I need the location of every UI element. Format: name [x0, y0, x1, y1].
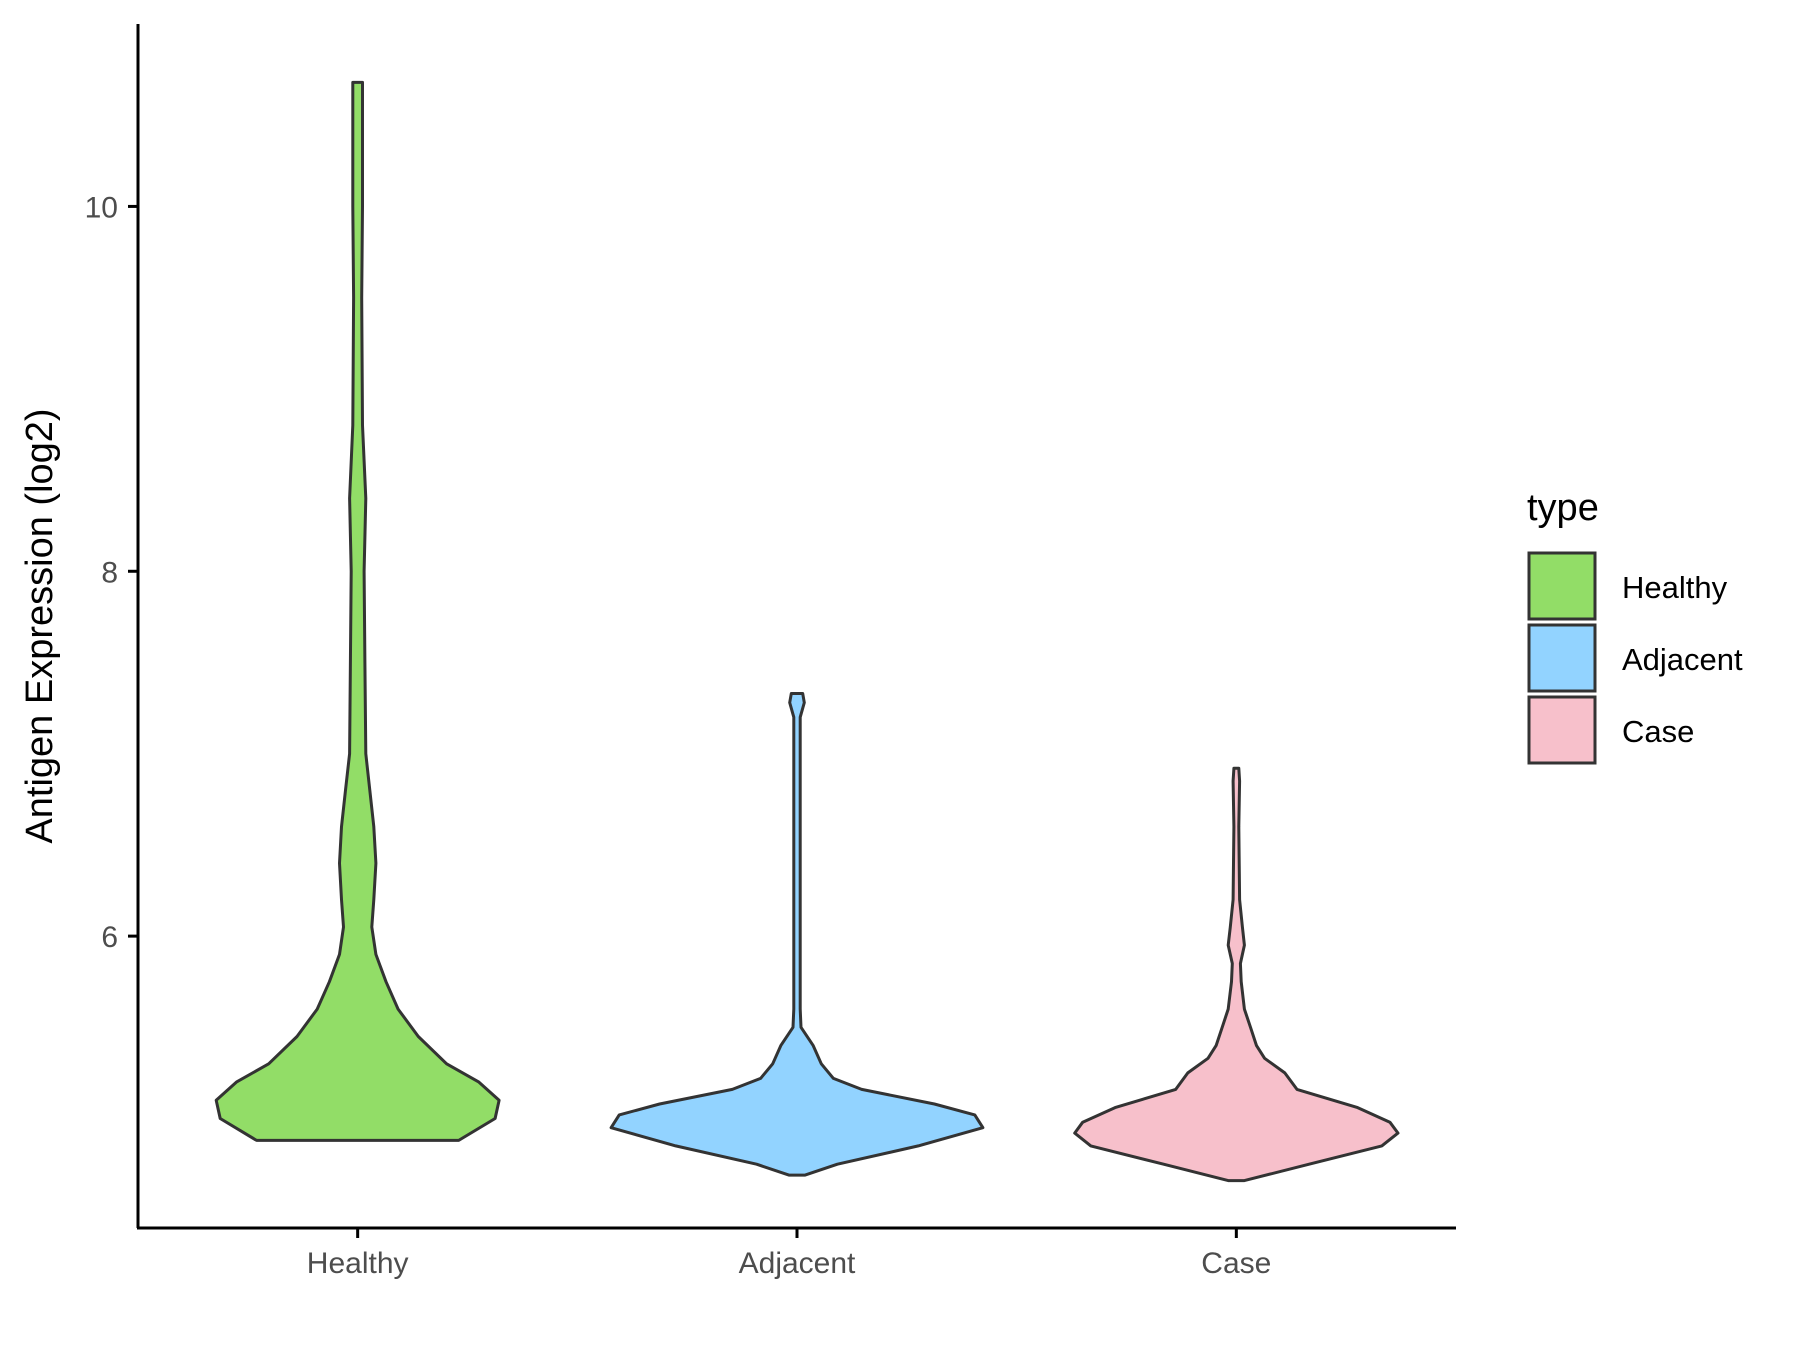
- violin-healthy: [214, 80, 501, 1142]
- legend-label-case: Case: [1622, 714, 1694, 749]
- legend-label-adjacent: Adjacent: [1622, 642, 1743, 677]
- violin-case: [1073, 766, 1400, 1183]
- y-axis-title: Antigen Expression (log2): [19, 408, 61, 843]
- plot-area: [214, 80, 1400, 1183]
- legend-key-healthy: [1527, 551, 1597, 621]
- x-tick-label: Adjacent: [739, 1247, 856, 1280]
- y-tick-label: 8: [101, 556, 118, 589]
- legend-key-case: [1527, 695, 1597, 765]
- legend-key-adjacent: [1527, 623, 1597, 693]
- x-tick-label: Healthy: [307, 1247, 409, 1280]
- y-tick-label: 6: [101, 921, 118, 954]
- x-tick-label: Case: [1201, 1247, 1271, 1280]
- legend-title: type: [1527, 487, 1599, 529]
- y-tick-label: 10: [85, 191, 118, 224]
- x-ticks: Healthy Adjacent Case: [307, 1228, 1271, 1280]
- violin-adjacent: [609, 692, 985, 1177]
- legend: type Healthy Adjacent Case: [1527, 487, 1743, 765]
- y-ticks: 6 8 10: [85, 191, 138, 954]
- legend-label-healthy: Healthy: [1622, 570, 1728, 605]
